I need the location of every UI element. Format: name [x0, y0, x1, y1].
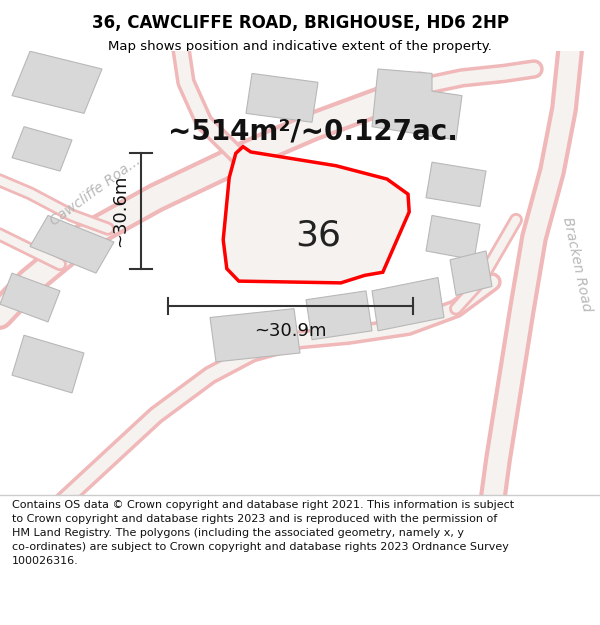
- Text: Contains OS data © Crown copyright and database right 2021. This information is : Contains OS data © Crown copyright and d…: [12, 500, 514, 566]
- Polygon shape: [12, 127, 72, 171]
- Polygon shape: [246, 73, 318, 122]
- Polygon shape: [372, 278, 444, 331]
- Polygon shape: [372, 69, 462, 140]
- Text: ~30.6m: ~30.6m: [111, 175, 129, 247]
- Polygon shape: [223, 147, 409, 283]
- Text: ~514m²/~0.127ac.: ~514m²/~0.127ac.: [168, 117, 458, 145]
- Text: 36, CAWCLIFFE ROAD, BRIGHOUSE, HD6 2HP: 36, CAWCLIFFE ROAD, BRIGHOUSE, HD6 2HP: [91, 14, 509, 32]
- Polygon shape: [30, 216, 114, 273]
- Polygon shape: [426, 162, 486, 206]
- Text: Cawcliffe Roa…: Cawcliffe Roa…: [48, 154, 144, 229]
- Text: 36: 36: [295, 218, 341, 252]
- Text: Bracken Road: Bracken Road: [560, 216, 594, 313]
- Polygon shape: [12, 51, 102, 113]
- Polygon shape: [0, 273, 60, 322]
- Polygon shape: [12, 335, 84, 393]
- Text: ~30.9m: ~30.9m: [254, 322, 326, 340]
- Polygon shape: [306, 291, 372, 340]
- Text: Map shows position and indicative extent of the property.: Map shows position and indicative extent…: [108, 40, 492, 53]
- Polygon shape: [450, 251, 492, 295]
- Polygon shape: [210, 309, 300, 362]
- Polygon shape: [426, 216, 480, 260]
- Polygon shape: [258, 208, 342, 263]
